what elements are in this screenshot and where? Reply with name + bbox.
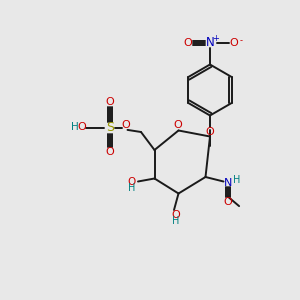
Text: O: O	[183, 38, 192, 48]
Text: H: H	[71, 122, 79, 132]
Text: O: O	[223, 197, 232, 207]
Text: O: O	[229, 38, 238, 48]
Text: N: N	[206, 36, 214, 50]
Text: H: H	[233, 175, 240, 185]
Text: H: H	[128, 183, 136, 193]
Text: S: S	[106, 121, 114, 134]
Text: H: H	[172, 216, 179, 226]
Text: O: O	[128, 177, 136, 188]
Text: O: O	[206, 127, 214, 137]
Text: N: N	[224, 178, 232, 188]
Text: O: O	[105, 147, 114, 157]
Text: O: O	[171, 210, 180, 220]
Text: O: O	[173, 120, 182, 130]
Text: O: O	[77, 122, 86, 132]
Text: +: +	[212, 34, 219, 43]
Text: O: O	[105, 97, 114, 107]
Text: O: O	[121, 119, 130, 130]
Text: -: -	[239, 36, 242, 45]
